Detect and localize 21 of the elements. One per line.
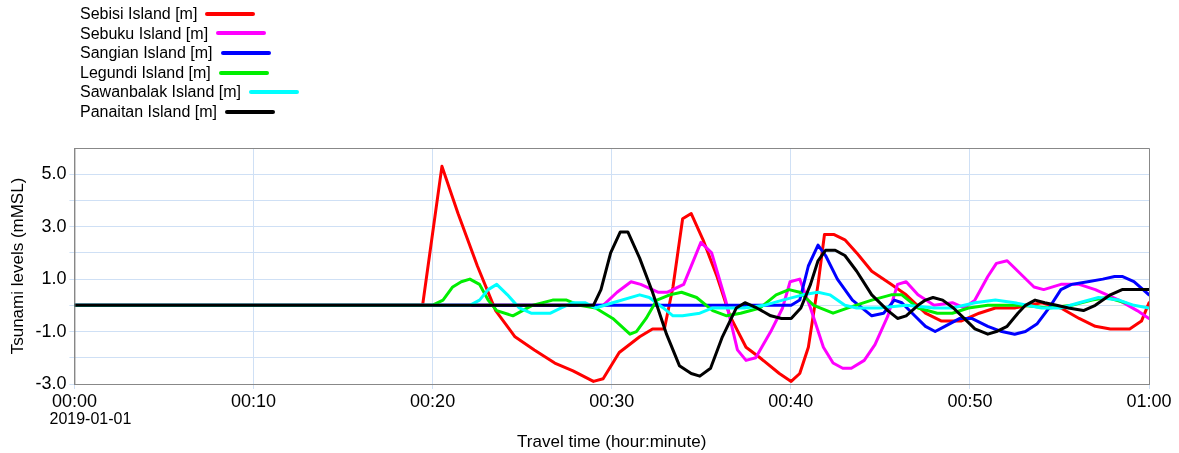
legend-label: Legundi Island [m] <box>80 62 211 83</box>
legend-label: Sebisi Island [m] <box>80 4 198 24</box>
x-tick-label: 00:40 <box>768 390 814 411</box>
x-tick-label: 00:10 <box>230 390 277 411</box>
text: 2019-01-01 <box>49 410 132 428</box>
x-axis-title: Travel time (hour:minute) <box>517 432 707 452</box>
x-tick-label: 00:00 <box>51 390 97 411</box>
y-tick-label: 5.0 <box>41 163 67 184</box>
y-tick-label: 3.0 <box>41 215 67 236</box>
y-axis-title: Tsunami levels (mMSL) <box>7 177 27 355</box>
y-tick-label: -3.0 <box>35 372 67 393</box>
legend-label: Sebuku Island [m] <box>80 23 209 44</box>
x-tick-label: 00:20 <box>410 390 456 411</box>
x-tick-label: 01:00 <box>1126 390 1172 411</box>
y-tick-label: 1.0 <box>41 268 67 289</box>
y-tick-label: -1.0 <box>35 320 67 341</box>
legend-label: Sangian Island [m] <box>80 43 213 63</box>
legend-label: Sawanbalak Island [m] <box>80 82 241 102</box>
legend-label: Panaitan Island [m] <box>80 101 217 122</box>
x-tick-label: 00:30 <box>589 390 635 411</box>
x-tick-label: 00:50 <box>947 390 993 411</box>
